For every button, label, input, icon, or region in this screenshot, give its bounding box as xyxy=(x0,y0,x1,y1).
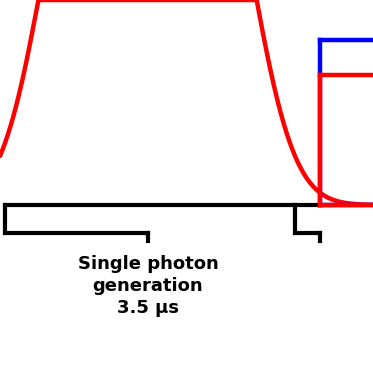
Text: Single photon
generation
3.5 μs: Single photon generation 3.5 μs xyxy=(78,255,218,317)
